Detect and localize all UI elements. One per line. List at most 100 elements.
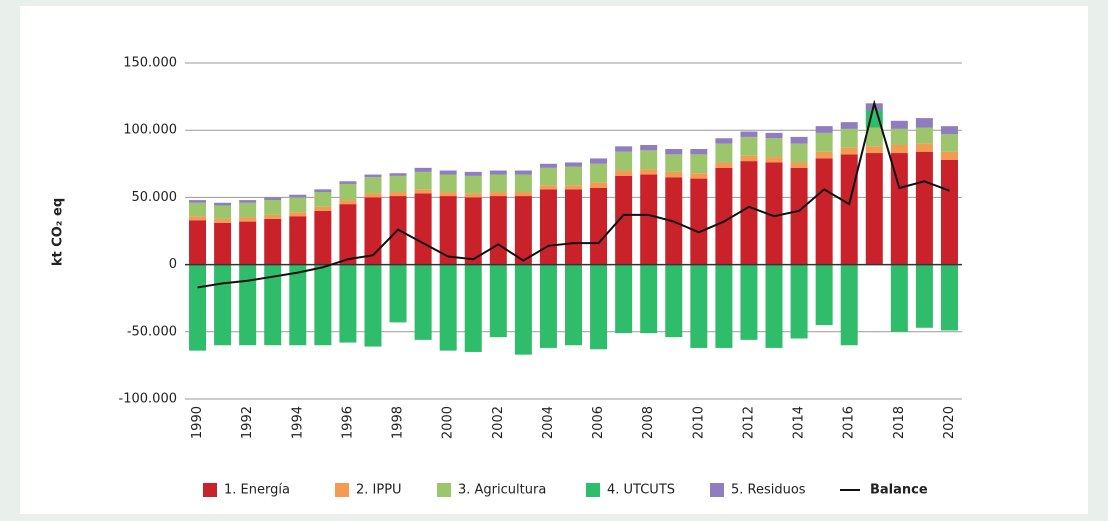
x-tick-label: 2020 xyxy=(942,406,957,439)
bar-segment xyxy=(389,175,407,193)
bar-segment xyxy=(539,185,557,190)
bar-segment xyxy=(640,150,658,170)
bar-segment xyxy=(489,174,507,193)
bar-segment xyxy=(565,189,582,265)
x-tick-label: 2006 xyxy=(591,406,606,439)
bar-segment xyxy=(765,157,783,163)
bar-segment xyxy=(665,154,683,172)
bar-segment xyxy=(414,171,432,190)
bar-segment xyxy=(214,222,232,265)
legend-label: 5. Residuos xyxy=(731,483,806,498)
bar-segment xyxy=(214,218,232,223)
bar-segment xyxy=(514,174,532,193)
bar-segment xyxy=(565,264,582,346)
bar-segment xyxy=(464,197,482,265)
bar-segment xyxy=(915,264,933,328)
y-tick-label: -50.000 xyxy=(127,324,177,339)
bar-segment xyxy=(690,264,708,348)
bar-segment xyxy=(840,147,858,155)
legend-label: 4. UTCUTS xyxy=(607,483,675,498)
bar-segment xyxy=(239,264,257,346)
x-tick-label: 1996 xyxy=(340,406,355,439)
bar-segment xyxy=(514,196,532,265)
bar-segment xyxy=(264,214,282,219)
bar-segment xyxy=(189,216,207,221)
bar-segment xyxy=(790,162,808,168)
bar-segment xyxy=(514,264,532,355)
bar-segment xyxy=(364,193,382,198)
bar-segment xyxy=(339,264,357,343)
bar-segment xyxy=(940,134,958,152)
bar-segment xyxy=(590,187,608,265)
bar-segment xyxy=(790,143,808,163)
bar-segment xyxy=(665,149,683,155)
bar-segment xyxy=(489,264,507,338)
bar-segment xyxy=(189,202,207,217)
bar-segment xyxy=(565,162,582,167)
bar-segment xyxy=(765,264,783,348)
bar-segment xyxy=(565,166,582,186)
bar-segment xyxy=(790,136,808,144)
bar-segment xyxy=(289,216,307,265)
bar-segment xyxy=(314,189,332,193)
legend-swatch xyxy=(335,483,349,497)
x-tick-label: 2018 xyxy=(892,406,907,439)
bar-segment xyxy=(489,192,507,197)
bar-segment xyxy=(439,264,457,351)
bar-segment xyxy=(439,196,457,265)
bar-segment xyxy=(740,264,758,340)
bar-segment xyxy=(915,118,933,128)
bar-segment xyxy=(339,181,357,184)
legend-swatch xyxy=(437,483,451,497)
bar-segment xyxy=(640,174,658,265)
bar-segment xyxy=(489,196,507,265)
bar-segment xyxy=(539,167,557,186)
bar-segment xyxy=(615,151,633,171)
bar-segment xyxy=(740,161,758,265)
bar-segment xyxy=(765,138,783,158)
x-tick-label: 2002 xyxy=(491,406,506,439)
bar-segment xyxy=(690,178,708,265)
bar-segment xyxy=(590,264,608,350)
bar-segment xyxy=(740,155,758,162)
bar-segment xyxy=(314,192,332,207)
bar-segment xyxy=(840,122,858,129)
bar-segment xyxy=(514,170,532,175)
bar-segment xyxy=(339,183,357,201)
bar-segment xyxy=(214,205,232,219)
bar-segment xyxy=(865,127,883,147)
x-tick-label: 1990 xyxy=(190,406,205,439)
bar-segment xyxy=(715,162,733,168)
legend-label: 2. IPPU xyxy=(356,483,402,498)
legend-swatch xyxy=(203,483,217,497)
legend-label: 3. Agricultura xyxy=(458,483,546,498)
y-tick-label: 50.000 xyxy=(132,190,178,205)
bar-segment xyxy=(464,193,482,198)
bar-segment xyxy=(364,197,382,265)
bar-segment xyxy=(890,144,908,154)
y-tick-label: 150.000 xyxy=(123,56,177,71)
bar-segment xyxy=(690,149,708,155)
bar-segment xyxy=(890,120,908,129)
bar-segment xyxy=(690,173,708,179)
bar-segment xyxy=(615,170,633,176)
bar-segment xyxy=(314,206,332,211)
y-tick-label: 0 xyxy=(169,257,177,272)
bar-segment xyxy=(865,153,883,265)
bar-segment xyxy=(264,197,282,201)
bar-segment xyxy=(464,171,482,176)
bar-segment xyxy=(189,264,207,351)
bar-segment xyxy=(715,264,733,348)
bar-segment xyxy=(840,128,858,148)
bar-segment xyxy=(665,171,683,178)
x-tick-label: 1994 xyxy=(290,406,305,439)
x-tick-label: 2008 xyxy=(641,406,656,439)
bar-segment xyxy=(890,153,908,265)
bar-segment xyxy=(865,146,883,154)
bar-segment xyxy=(940,159,958,265)
bar-segment xyxy=(464,264,482,352)
bar-segment xyxy=(940,151,958,160)
bar-segment xyxy=(389,173,407,176)
bar-segment xyxy=(189,200,207,203)
